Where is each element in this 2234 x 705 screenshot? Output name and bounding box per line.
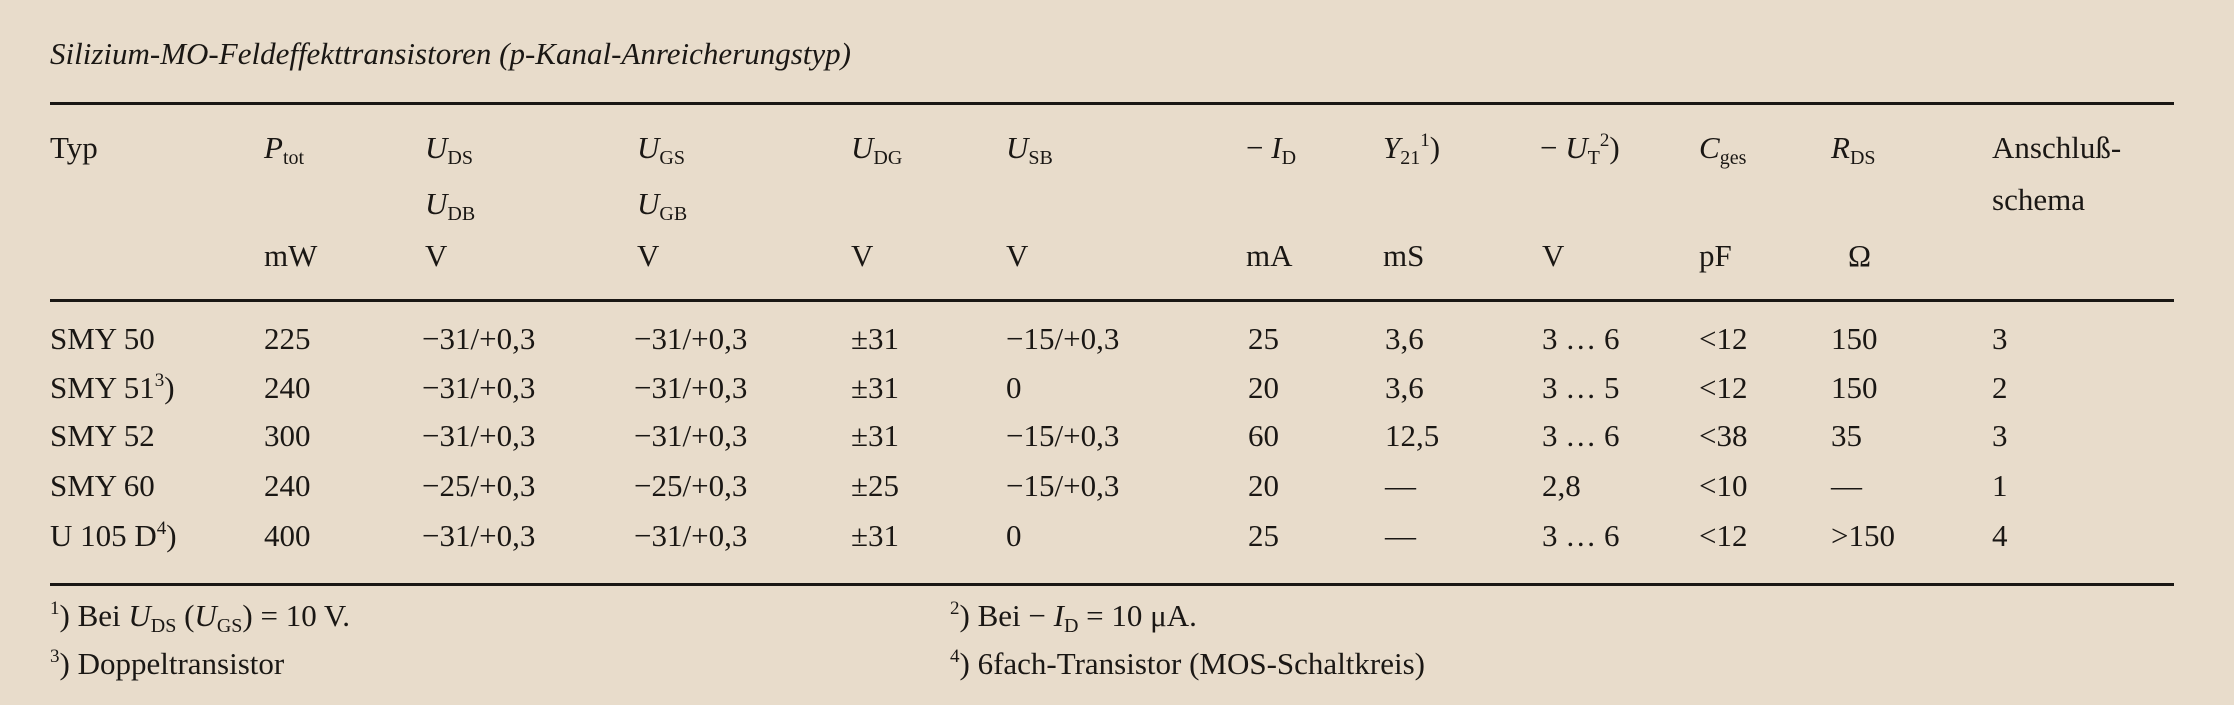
header-rule [50,299,2174,302]
cell-ut: 3 … 5 [1542,370,1620,405]
cell-schema: 3 [1992,321,2008,356]
cell-ptot: 225 [264,321,311,356]
unit-udg: V [851,238,874,273]
header-typ: Typ [50,130,98,165]
cell-ut: 3 … 6 [1542,418,1620,453]
cell-schema: 3 [1992,418,2008,453]
cell-rds: 150 [1831,321,1878,356]
cell-ugs: −31/+0,3 [634,518,748,553]
cell-id: 25 [1248,321,1279,356]
cell-y21: 3,6 [1385,321,1424,356]
cell-ut: 2,8 [1542,468,1581,503]
header-usb: USB [1006,130,1053,169]
cell-cges: <12 [1699,518,1748,553]
cell-uds: −31/+0,3 [422,418,536,453]
unit-id: mA [1246,238,1293,273]
cell-uds: −31/+0,3 [422,370,536,405]
header-schema-2: schema [1992,182,2085,217]
header-uds: UDS [425,130,473,169]
unit-rds: Ω [1848,238,1872,273]
footnote-4: 4) 6fach-Transistor (MOS-Schaltkreis) [950,646,1425,681]
cell-y21: — [1385,468,1416,503]
header-rds: RDS [1831,130,1876,169]
cell-cges: <12 [1699,321,1748,356]
cell-ptot: 300 [264,418,311,453]
footnote-3: 3) Doppeltransistor [50,646,285,681]
unit-ptot: mW [264,238,318,273]
cell-ut: 3 … 6 [1542,518,1620,553]
cell-udg: ±31 [851,518,900,553]
header-y21: Y211) [1383,130,1441,169]
cell-ugs: −31/+0,3 [634,418,748,453]
header-udg: UDG [851,130,903,169]
cell-usb: −15/+0,3 [1006,418,1120,453]
cell-y21: — [1385,518,1416,553]
cell-udg: ±31 [851,370,900,405]
cell-id: 20 [1248,370,1279,405]
unit-ugs: V [637,238,660,273]
cell-uds: −31/+0,3 [422,321,536,356]
cell-rds: 35 [1831,418,1862,453]
cell-usb: 0 [1006,370,1022,405]
header-cges: Cges [1699,130,1747,169]
unit-uds: V [425,238,448,273]
cell-y21: 3,6 [1385,370,1424,405]
cell-udg: ±25 [851,468,900,503]
header-udb: UDB [425,186,476,225]
header-ptot: Ptot [264,130,305,169]
unit-cges: pF [1699,238,1732,273]
cell-uds: −31/+0,3 [422,518,536,553]
unit-ut: V [1542,238,1565,273]
cell-cges: <12 [1699,370,1748,405]
cell-usb: −15/+0,3 [1006,468,1120,503]
cell-usb: −15/+0,3 [1006,321,1120,356]
cell-id: 25 [1248,518,1279,553]
cell-id: 60 [1248,418,1279,453]
cell-schema: 4 [1992,518,2008,553]
cell-ut: 3 … 6 [1542,321,1620,356]
cell-ugs: −25/+0,3 [634,468,748,503]
cell-usb: 0 [1006,518,1022,553]
cell-ptot: 240 [264,370,311,405]
unit-usb: V [1006,238,1029,273]
header-ut: − UT2) [1540,130,1620,169]
cell-cges: <10 [1699,468,1748,503]
bottom-rule [50,583,2174,586]
cell-rds: >150 [1831,518,1895,553]
cell-ptot: 240 [264,468,311,503]
cell-udg: ±31 [851,418,900,453]
cell-id: 20 [1248,468,1279,503]
cell-typ: SMY 513) [50,370,175,405]
cell-schema: 2 [1992,370,2008,405]
header-ugs: UGS [637,130,685,169]
cell-ugs: −31/+0,3 [634,370,748,405]
cell-ugs: −31/+0,3 [634,321,748,356]
cell-udg: ±31 [851,321,900,356]
footnote-1: 1) Bei UDS (UGS) = 10 V. [50,598,351,637]
header-schema-1: Anschluß- [1992,130,2122,165]
cell-typ: SMY 60 [50,468,155,503]
cell-typ: SMY 52 [50,418,155,453]
top-rule [50,102,2174,105]
cell-y21: 12,5 [1385,418,1440,453]
table-title: Silizium-MO-Feldeffekttransistoren (p-Ka… [50,36,851,71]
footnote-2: 2) Bei − ID = 10 μA. [950,598,1197,637]
cell-schema: 1 [1992,468,2008,503]
cell-uds: −25/+0,3 [422,468,536,503]
unit-y21: mS [1383,238,1425,273]
cell-ptot: 400 [264,518,311,553]
cell-typ: SMY 50 [50,321,155,356]
cell-rds: 150 [1831,370,1878,405]
header-ugb: UGB [637,186,688,225]
cell-typ: U 105 D4) [50,518,177,553]
header-id: − ID [1246,130,1297,169]
cell-cges: <38 [1699,418,1748,453]
cell-rds: — [1831,468,1862,503]
